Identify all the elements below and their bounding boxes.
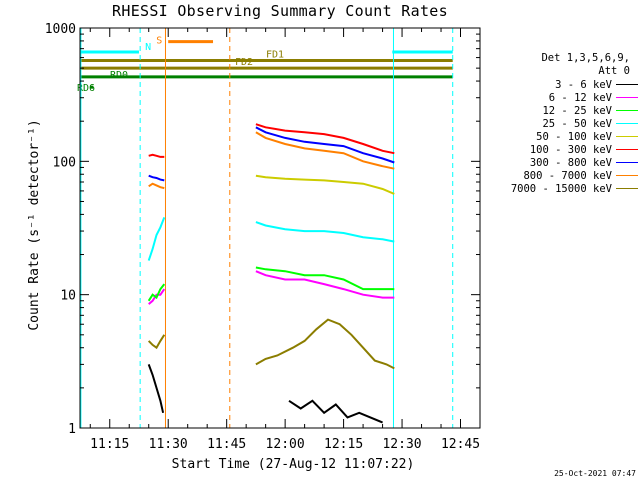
legend-item: 50 - 100 keV — [484, 130, 638, 143]
series-line — [255, 270, 395, 299]
legend-item: 100 - 300 keV — [484, 143, 638, 156]
series-line — [148, 182, 165, 190]
series-line — [255, 266, 395, 291]
series-line — [255, 221, 395, 243]
y-axis-label: Count Rate (s⁻¹ detector⁻¹) — [27, 119, 42, 330]
y-tick-label: 100 — [53, 155, 76, 170]
legend-swatch — [616, 162, 638, 163]
series-line — [255, 123, 395, 155]
chart-title: RHESSI Observing Summary Count Rates — [112, 2, 448, 20]
legend-label: 6 - 12 keV — [548, 91, 612, 104]
legend-item: 800 - 7000 keV — [484, 169, 638, 182]
y-tick-label: 1 — [68, 422, 76, 437]
legend-item: 6 - 12 keV — [484, 91, 638, 104]
legend-label: 100 - 300 keV — [529, 143, 612, 156]
series-line — [148, 153, 165, 158]
legend-item: 25 - 50 keV — [484, 117, 638, 130]
legend-label: 300 - 800 keV — [529, 156, 612, 169]
x-tick-label: 12:30 — [382, 437, 421, 452]
x-tick-label: 12:15 — [324, 437, 363, 452]
series-line — [147, 364, 165, 414]
legend-swatch — [616, 136, 638, 137]
legend-swatch — [616, 84, 638, 85]
series-line — [288, 399, 383, 424]
legend-swatch — [616, 149, 638, 150]
x-tick-label: 12:00 — [266, 437, 305, 452]
x-tick-label: 11:15 — [90, 437, 129, 452]
series-line — [147, 217, 166, 261]
series-line — [255, 131, 395, 170]
series-line — [255, 318, 395, 370]
x-tick-label: 11:30 — [149, 437, 188, 452]
legend: Det 1,3,5,6,9, Att 0 3 - 6 keV 6 - 12 keV… — [484, 52, 638, 195]
y-tick-label: 1000 — [45, 22, 76, 37]
legend-header-line: Att 0 — [598, 65, 630, 77]
legend-item: 12 - 25 keV — [484, 104, 638, 117]
legend-item: 3 - 6 keV — [484, 78, 638, 91]
legend-swatch — [616, 123, 638, 124]
flag-label: S — [156, 36, 162, 47]
timestamp: 25-Oct-2021 07:47 — [554, 469, 636, 478]
series-line — [255, 174, 395, 195]
flag-label: FD2 — [235, 57, 253, 68]
y-tick-label: 10 — [60, 289, 76, 304]
legend-swatch — [616, 97, 638, 98]
legend-label: 7000 - 15000 keV — [510, 182, 612, 195]
legend-label: 50 - 100 keV — [536, 130, 612, 143]
legend-swatch — [616, 175, 638, 176]
flag-label: RD0 — [110, 70, 128, 81]
plot-frame — [79, 27, 481, 429]
legend-label: 800 - 7000 keV — [523, 169, 612, 182]
series-line — [147, 283, 166, 302]
flag-label: FD1 — [266, 50, 284, 61]
series-line — [255, 126, 395, 164]
x-tick-label: 12:45 — [441, 437, 480, 452]
legend-label: 25 - 50 keV — [542, 117, 612, 130]
legend-label: 12 - 25 keV — [542, 104, 612, 117]
series-line — [147, 334, 166, 350]
legend-swatch — [616, 188, 638, 189]
series-line — [148, 174, 165, 182]
x-axis-label: Start Time (27-Aug-12 11:07:22) — [172, 457, 415, 472]
legend-swatch — [616, 110, 638, 111]
legend-item: 7000 - 15000 keV — [484, 182, 638, 195]
x-tick-label: 11:45 — [207, 437, 246, 452]
series-line — [148, 288, 166, 305]
legend-label: 3 - 6 keV — [555, 78, 612, 91]
legend-header-line: Det 1,3,5,6,9, — [541, 52, 630, 64]
flag-label: RD6 — [77, 83, 95, 94]
legend-item: 300 - 800 keV — [484, 156, 638, 169]
flag-label: N — [145, 42, 151, 53]
